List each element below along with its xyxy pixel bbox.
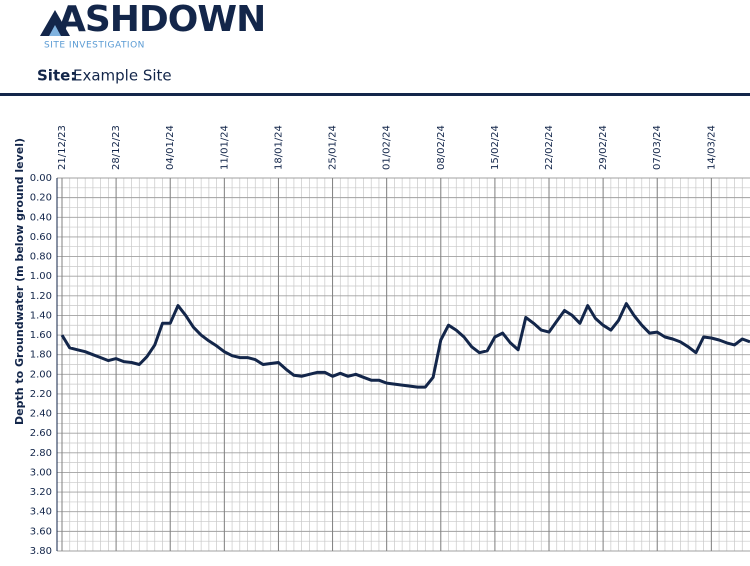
x-tick-label: 22/02/24 <box>544 125 555 170</box>
y-tick-label: 1.40 <box>30 310 52 321</box>
y-tick-label: 1.20 <box>30 291 52 302</box>
y-tick-label: 3.00 <box>30 467 52 478</box>
x-tick-label: 21/12/23 <box>57 125 68 170</box>
x-tick-label: 29/02/24 <box>598 125 609 170</box>
x-tick-label: 25/01/24 <box>328 125 339 170</box>
data-line <box>60 302 750 389</box>
y-tick-label: 0.20 <box>30 193 52 204</box>
site-name: Example Site <box>73 67 172 85</box>
x-tick-label: 15/02/24 <box>490 125 501 170</box>
x-tick-label: 08/02/24 <box>436 125 447 170</box>
header-rule <box>0 93 750 96</box>
y-tick-label: 2.00 <box>30 369 52 380</box>
x-tick-label: 07/03/24 <box>652 125 663 170</box>
x-tick-label: 01/02/24 <box>382 125 393 170</box>
x-tick-label: 14/03/24 <box>706 125 717 170</box>
y-tick-label: 3.20 <box>30 487 52 498</box>
y-tick-label: 2.80 <box>30 448 52 459</box>
y-tick-label: 2.60 <box>30 428 52 439</box>
x-tick-label: 11/01/24 <box>219 125 230 170</box>
x-tick-label: 28/12/23 <box>111 125 122 170</box>
y-tick-label: 0.60 <box>30 232 52 243</box>
y-tick-label: 1.00 <box>30 271 52 282</box>
y-tick-label: 0.40 <box>30 212 52 223</box>
site-label: Site: <box>37 67 76 85</box>
logo: ASHDOWN <box>58 0 265 40</box>
y-tick-label: 0.80 <box>30 252 52 263</box>
logo-mark <box>40 10 70 36</box>
x-tick-label: 04/01/24 <box>165 125 176 170</box>
y-tick-label: 1.60 <box>30 330 52 341</box>
y-tick-label: 2.40 <box>30 409 52 420</box>
y-tick-label: 2.20 <box>30 389 52 400</box>
y-tick-label: 3.60 <box>30 526 52 537</box>
y-tick-label: 3.80 <box>30 546 52 557</box>
logo-mark-inner <box>49 25 61 36</box>
y-tick-label: 3.40 <box>30 507 52 518</box>
y-axis-label: Depth to Groundwater (m below ground lev… <box>13 138 26 425</box>
logo-subtitle: SITE INVESTIGATION <box>44 41 145 51</box>
y-tick-label: 1.80 <box>30 350 52 361</box>
y-tick-label: 0.00 <box>30 173 52 184</box>
x-tick-label: 18/01/24 <box>273 125 284 170</box>
